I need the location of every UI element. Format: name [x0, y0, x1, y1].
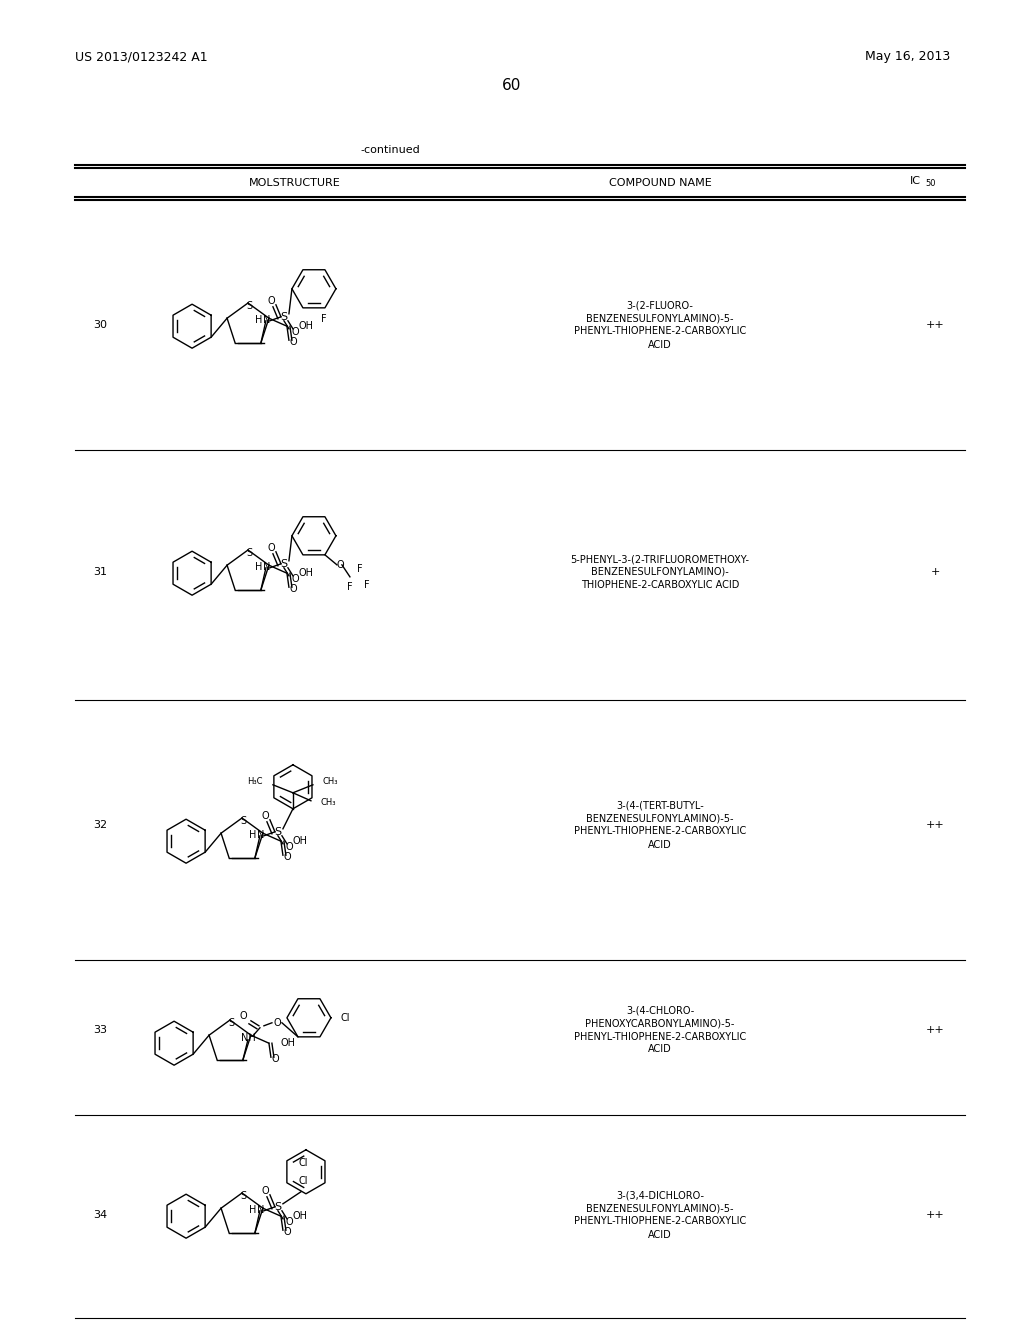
- Text: F: F: [322, 314, 327, 323]
- Text: OH: OH: [293, 1212, 308, 1221]
- Text: N: N: [257, 1205, 264, 1214]
- Text: Cl: Cl: [341, 1012, 350, 1023]
- Text: S: S: [274, 1201, 282, 1212]
- Text: Cl: Cl: [299, 1176, 308, 1185]
- Text: US 2013/0123242 A1: US 2013/0123242 A1: [75, 50, 208, 63]
- Text: N: N: [257, 830, 264, 840]
- Text: 3-(3,4-DICHLORO-: 3-(3,4-DICHLORO-: [616, 1191, 705, 1200]
- Text: F: F: [365, 579, 370, 590]
- Text: PHENYL-THIOPHENE-2-CARBOXYLIC: PHENYL-THIOPHENE-2-CARBOXYLIC: [573, 1031, 746, 1041]
- Text: BENZENESULFONYLAMINO)-5-: BENZENESULFONYLAMINO)-5-: [587, 314, 734, 323]
- Text: OH: OH: [299, 568, 314, 578]
- Text: F: F: [357, 564, 362, 574]
- Text: H: H: [249, 1205, 257, 1214]
- Text: BENZENESULFONYLAMINO)-: BENZENESULFONYLAMINO)-: [591, 568, 729, 577]
- Text: ACID: ACID: [648, 339, 672, 350]
- Text: H: H: [249, 830, 257, 840]
- Text: 3-(2-FLUORO-: 3-(2-FLUORO-: [627, 301, 693, 310]
- Text: O: O: [273, 1018, 281, 1028]
- Text: S: S: [228, 1018, 234, 1028]
- Text: S: S: [274, 826, 282, 837]
- Text: S: S: [281, 312, 288, 322]
- Text: ++: ++: [926, 1026, 944, 1035]
- Text: 33: 33: [93, 1026, 106, 1035]
- Text: OH: OH: [293, 836, 308, 846]
- Text: NH: NH: [241, 1032, 255, 1043]
- Text: O: O: [261, 810, 268, 821]
- Text: 32: 32: [93, 820, 108, 830]
- Text: 34: 34: [93, 1210, 108, 1220]
- Text: F: F: [347, 582, 352, 591]
- Text: CH₃: CH₃: [321, 799, 337, 808]
- Text: CH₃: CH₃: [323, 777, 338, 787]
- Text: OH: OH: [281, 1039, 296, 1048]
- Text: ACID: ACID: [648, 840, 672, 850]
- Text: COMPOUND NAME: COMPOUND NAME: [608, 178, 712, 187]
- Text: PHENOXYCARBONYLAMINO)-5-: PHENOXYCARBONYLAMINO)-5-: [586, 1019, 734, 1028]
- Text: S: S: [240, 816, 246, 826]
- Text: O: O: [285, 842, 293, 851]
- Text: N: N: [263, 314, 270, 325]
- Text: BENZENESULFONYLAMINO)-5-: BENZENESULFONYLAMINO)-5-: [587, 1204, 734, 1213]
- Text: 31: 31: [93, 568, 106, 577]
- Text: O: O: [336, 560, 344, 570]
- Text: O: O: [267, 543, 274, 553]
- Text: -continued: -continued: [360, 145, 420, 154]
- Text: S: S: [246, 548, 252, 558]
- Text: S: S: [281, 558, 288, 569]
- Text: N: N: [263, 562, 270, 572]
- Text: THIOPHENE-2-CARBOXYLIC ACID: THIOPHENE-2-CARBOXYLIC ACID: [581, 579, 739, 590]
- Text: H: H: [255, 314, 262, 325]
- Text: H: H: [255, 562, 262, 572]
- Text: ++: ++: [926, 820, 944, 830]
- Text: O: O: [289, 337, 297, 347]
- Text: O: O: [285, 1217, 293, 1226]
- Text: ++: ++: [926, 319, 944, 330]
- Text: ACID: ACID: [648, 1229, 672, 1239]
- Text: ACID: ACID: [648, 1044, 672, 1055]
- Text: O: O: [261, 1185, 268, 1196]
- Text: 50: 50: [925, 180, 936, 189]
- Text: O: O: [289, 585, 297, 594]
- Text: O: O: [240, 1011, 247, 1020]
- Text: PHENYL-THIOPHENE-2-CARBOXYLIC: PHENYL-THIOPHENE-2-CARBOXYLIC: [573, 1217, 746, 1226]
- Text: O: O: [267, 296, 274, 306]
- Text: O: O: [271, 1055, 279, 1064]
- Text: O: O: [291, 574, 299, 583]
- Text: IC: IC: [910, 176, 921, 186]
- Text: 5-PHENYL-3-(2-TRIFLUOROMETHOXY-: 5-PHENYL-3-(2-TRIFLUOROMETHOXY-: [570, 554, 750, 564]
- Text: 60: 60: [503, 78, 521, 92]
- Text: ++: ++: [926, 1210, 944, 1220]
- Text: 3-(4-CHLORO-: 3-(4-CHLORO-: [626, 1006, 694, 1015]
- Text: BENZENESULFONYLAMINO)-5-: BENZENESULFONYLAMINO)-5-: [587, 813, 734, 824]
- Text: O: O: [283, 853, 291, 862]
- Text: MOLSTRUCTURE: MOLSTRUCTURE: [249, 178, 341, 187]
- Text: PHENYL-THIOPHENE-2-CARBOXYLIC: PHENYL-THIOPHENE-2-CARBOXYLIC: [573, 326, 746, 337]
- Text: OH: OH: [299, 321, 314, 331]
- Text: Cl: Cl: [299, 1158, 308, 1168]
- Text: May 16, 2013: May 16, 2013: [864, 50, 950, 63]
- Text: S: S: [240, 1191, 246, 1201]
- Text: 3-(4-(TERT-BUTYL-: 3-(4-(TERT-BUTYL-: [616, 800, 703, 810]
- Text: +: +: [931, 568, 940, 577]
- Text: O: O: [283, 1228, 291, 1237]
- Text: S: S: [246, 301, 252, 312]
- Text: PHENYL-THIOPHENE-2-CARBOXYLIC: PHENYL-THIOPHENE-2-CARBOXYLIC: [573, 826, 746, 837]
- Text: H₃C: H₃C: [248, 777, 263, 787]
- Text: O: O: [291, 327, 299, 337]
- Text: 30: 30: [93, 319, 106, 330]
